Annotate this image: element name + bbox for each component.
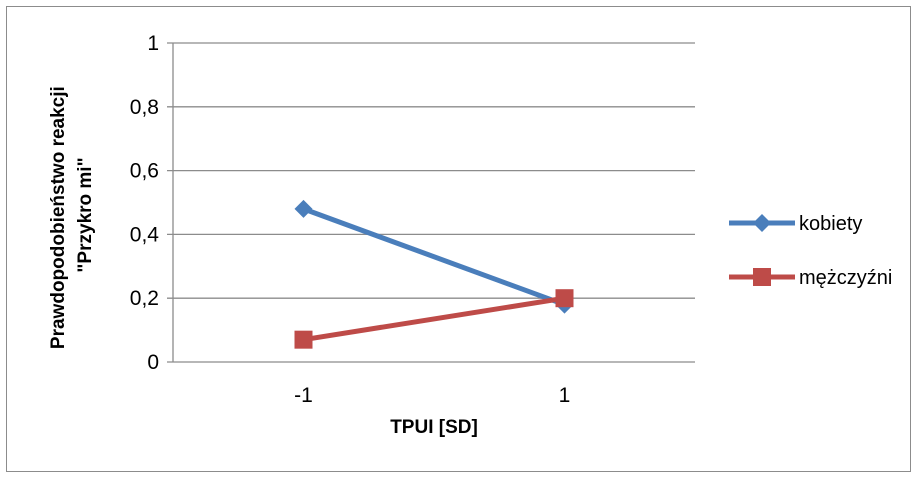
x-axis-title: TPUI [SD] [390,417,478,438]
y-tick-label: 0,4 [130,223,160,246]
x-axis-ticks: -1 1 [294,384,570,407]
data-point [294,330,313,349]
y-tick-label: 0,8 [130,96,159,119]
series-line [303,295,565,343]
y-axis-ticks: 0 0,2 0,4 0,6 0,8 1 [130,32,160,374]
x-tick-label: -1 [294,384,313,407]
legend-label: mężczyźni [799,267,892,289]
y-tick-label: 0,6 [130,160,159,183]
gridlines [167,42,695,363]
line-chart: 0 0,2 0,4 0,6 0,8 1 -1 1 TPUI [SD] Prawdopodob… [48,32,892,438]
series-line [302,206,566,307]
series-diamond [294,199,574,314]
legend-swatch-marker [753,214,771,232]
legend-swatch-marker [753,268,771,286]
y-axis-title-line-2: "Przykro mi" [75,157,96,272]
y-tick-label: 0,2 [130,287,159,310]
x-tick-label: 1 [559,384,571,407]
data-point [555,289,574,308]
y-tick-label: 1 [147,32,159,55]
data-point [294,199,313,218]
series-layer [294,199,574,349]
legend-label: kobiety [799,213,862,235]
y-axis-title-line-1: Prawdopodobieństwo reakcji [48,86,69,349]
series-square [294,289,574,349]
y-axis-title: Prawdopodobieństwo reakcji "Przykro mi" [48,81,96,349]
chart-area: 0 0,2 0,4 0,6 0,8 1 -1 1 TPUI [SD] Prawdopodob… [6,6,911,472]
y-tick-label: 0 [147,351,159,374]
legend: kobiety mężczyźni [729,213,892,289]
